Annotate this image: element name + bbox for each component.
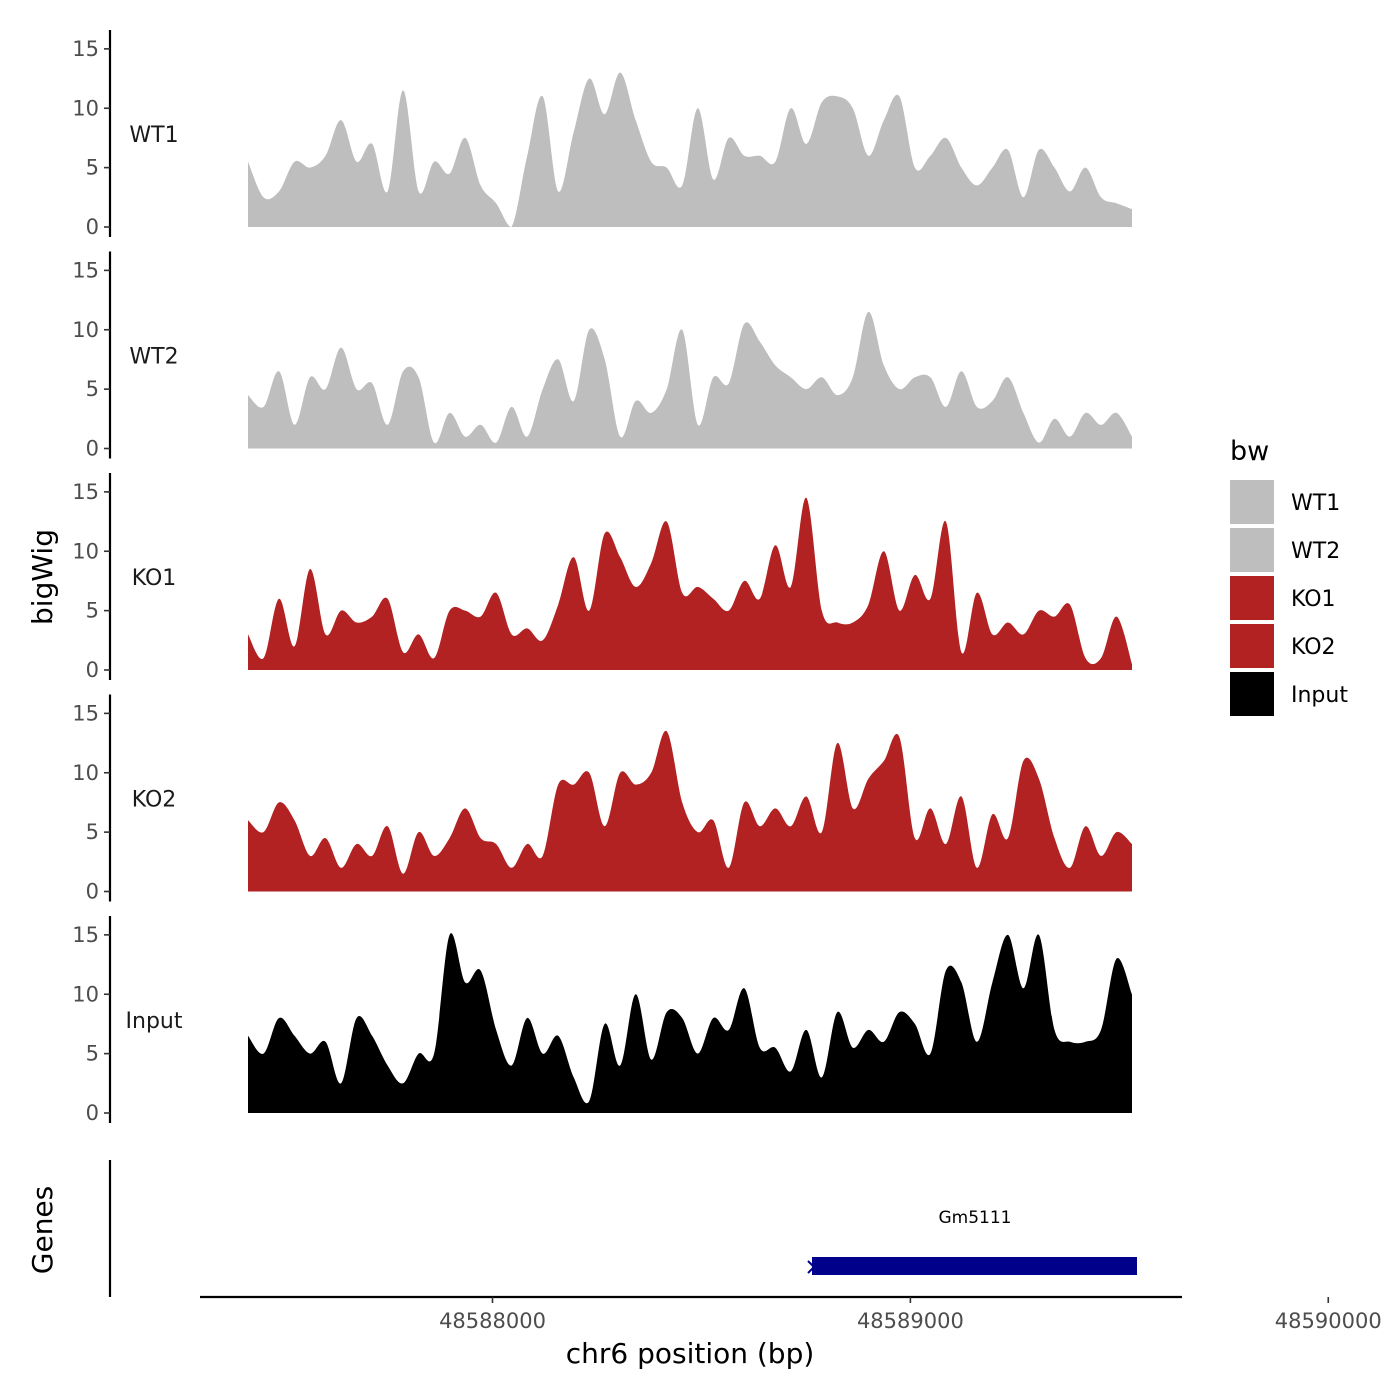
y-tick-label: 5: [86, 599, 99, 623]
genes-axis-title: Genes: [26, 1186, 59, 1274]
y-tick-label: 5: [86, 377, 99, 401]
legend-key-wt1: [1230, 480, 1274, 524]
track-area-wt1: [248, 72, 1132, 227]
legend-label: WT2: [1291, 539, 1340, 564]
y-tick-label: 10: [72, 96, 99, 120]
y-tick-label: 0: [86, 1101, 99, 1125]
genes-panel: Gm5111: [108, 1160, 1137, 1297]
x-axis: 48588000 48589000 48590000: [200, 1295, 1382, 1333]
y-tick-label: 10: [72, 761, 99, 785]
y-tick-label: 5: [86, 820, 99, 844]
legend-title: bw: [1230, 436, 1269, 467]
legend-label: WT1: [1291, 491, 1340, 516]
y-tick-label: 0: [86, 215, 99, 239]
legend-key-ko2: [1230, 624, 1274, 668]
legend-label: Input: [1291, 683, 1348, 708]
track-area-wt2: [248, 311, 1132, 449]
track-area-input: [248, 933, 1132, 1113]
y-tick-label: 10: [72, 318, 99, 342]
gene-name: Gm5111: [939, 1208, 1012, 1228]
gene-strand-arrow: [807, 1260, 816, 1274]
track-input: 0 5 10 15 Input: [72, 916, 1132, 1125]
gene-body: [812, 1257, 1137, 1275]
y-tick-label: 15: [72, 258, 99, 282]
legend-key-wt2: [1230, 528, 1274, 572]
track-area-ko2: [248, 730, 1132, 892]
track-area-ko1: [248, 497, 1132, 670]
track-label: WT2: [129, 345, 178, 370]
y-tick-label: 10: [72, 982, 99, 1006]
track-label: KO2: [132, 788, 177, 813]
legend-key-input: [1230, 672, 1274, 716]
x-axis-title: chr6 position (bp): [566, 1337, 815, 1370]
x-tick-label: 48588000: [439, 1309, 546, 1333]
track-label: Input: [126, 1009, 183, 1034]
y-tick-label: 15: [72, 923, 99, 947]
track-ko1: 0 5 10 15 KO1: [72, 473, 1132, 682]
x-tick-label: 48590000: [1275, 1309, 1382, 1333]
track-ko2: 0 5 10 15 KO2: [72, 694, 1132, 904]
y-tick-label: 10: [72, 539, 99, 563]
y-tick-label: 15: [72, 701, 99, 725]
x-tick-label: 48589000: [857, 1309, 964, 1333]
tracks-layer: 0 5 10 15 WT1 0 5 10 15 WT2 0 5 10 15 KO1 0 5 10 15 KO2 0 5 10…: [72, 30, 1132, 1125]
track-wt1: 0 5 10 15 WT1: [72, 30, 1132, 239]
y-tick-label: 15: [72, 480, 99, 504]
track-label: WT1: [129, 123, 178, 148]
legend: bw WT1 WT2 KO1 KO2 Input: [1230, 436, 1348, 716]
legend-label: KO1: [1291, 587, 1336, 612]
y-tick-label: 5: [86, 156, 99, 180]
y-tick-label: 15: [72, 37, 99, 61]
legend-label: KO2: [1291, 635, 1336, 660]
legend-key-ko1: [1230, 576, 1274, 620]
y-tick-label: 0: [86, 880, 99, 904]
y-tick-label: 0: [86, 658, 99, 682]
track-label: KO1: [132, 566, 177, 591]
y-tick-label: 5: [86, 1042, 99, 1066]
track-wt2: 0 5 10 15 WT2: [72, 251, 1132, 461]
y-axis-title: bigWig: [26, 529, 59, 625]
y-tick-label: 0: [86, 437, 99, 461]
